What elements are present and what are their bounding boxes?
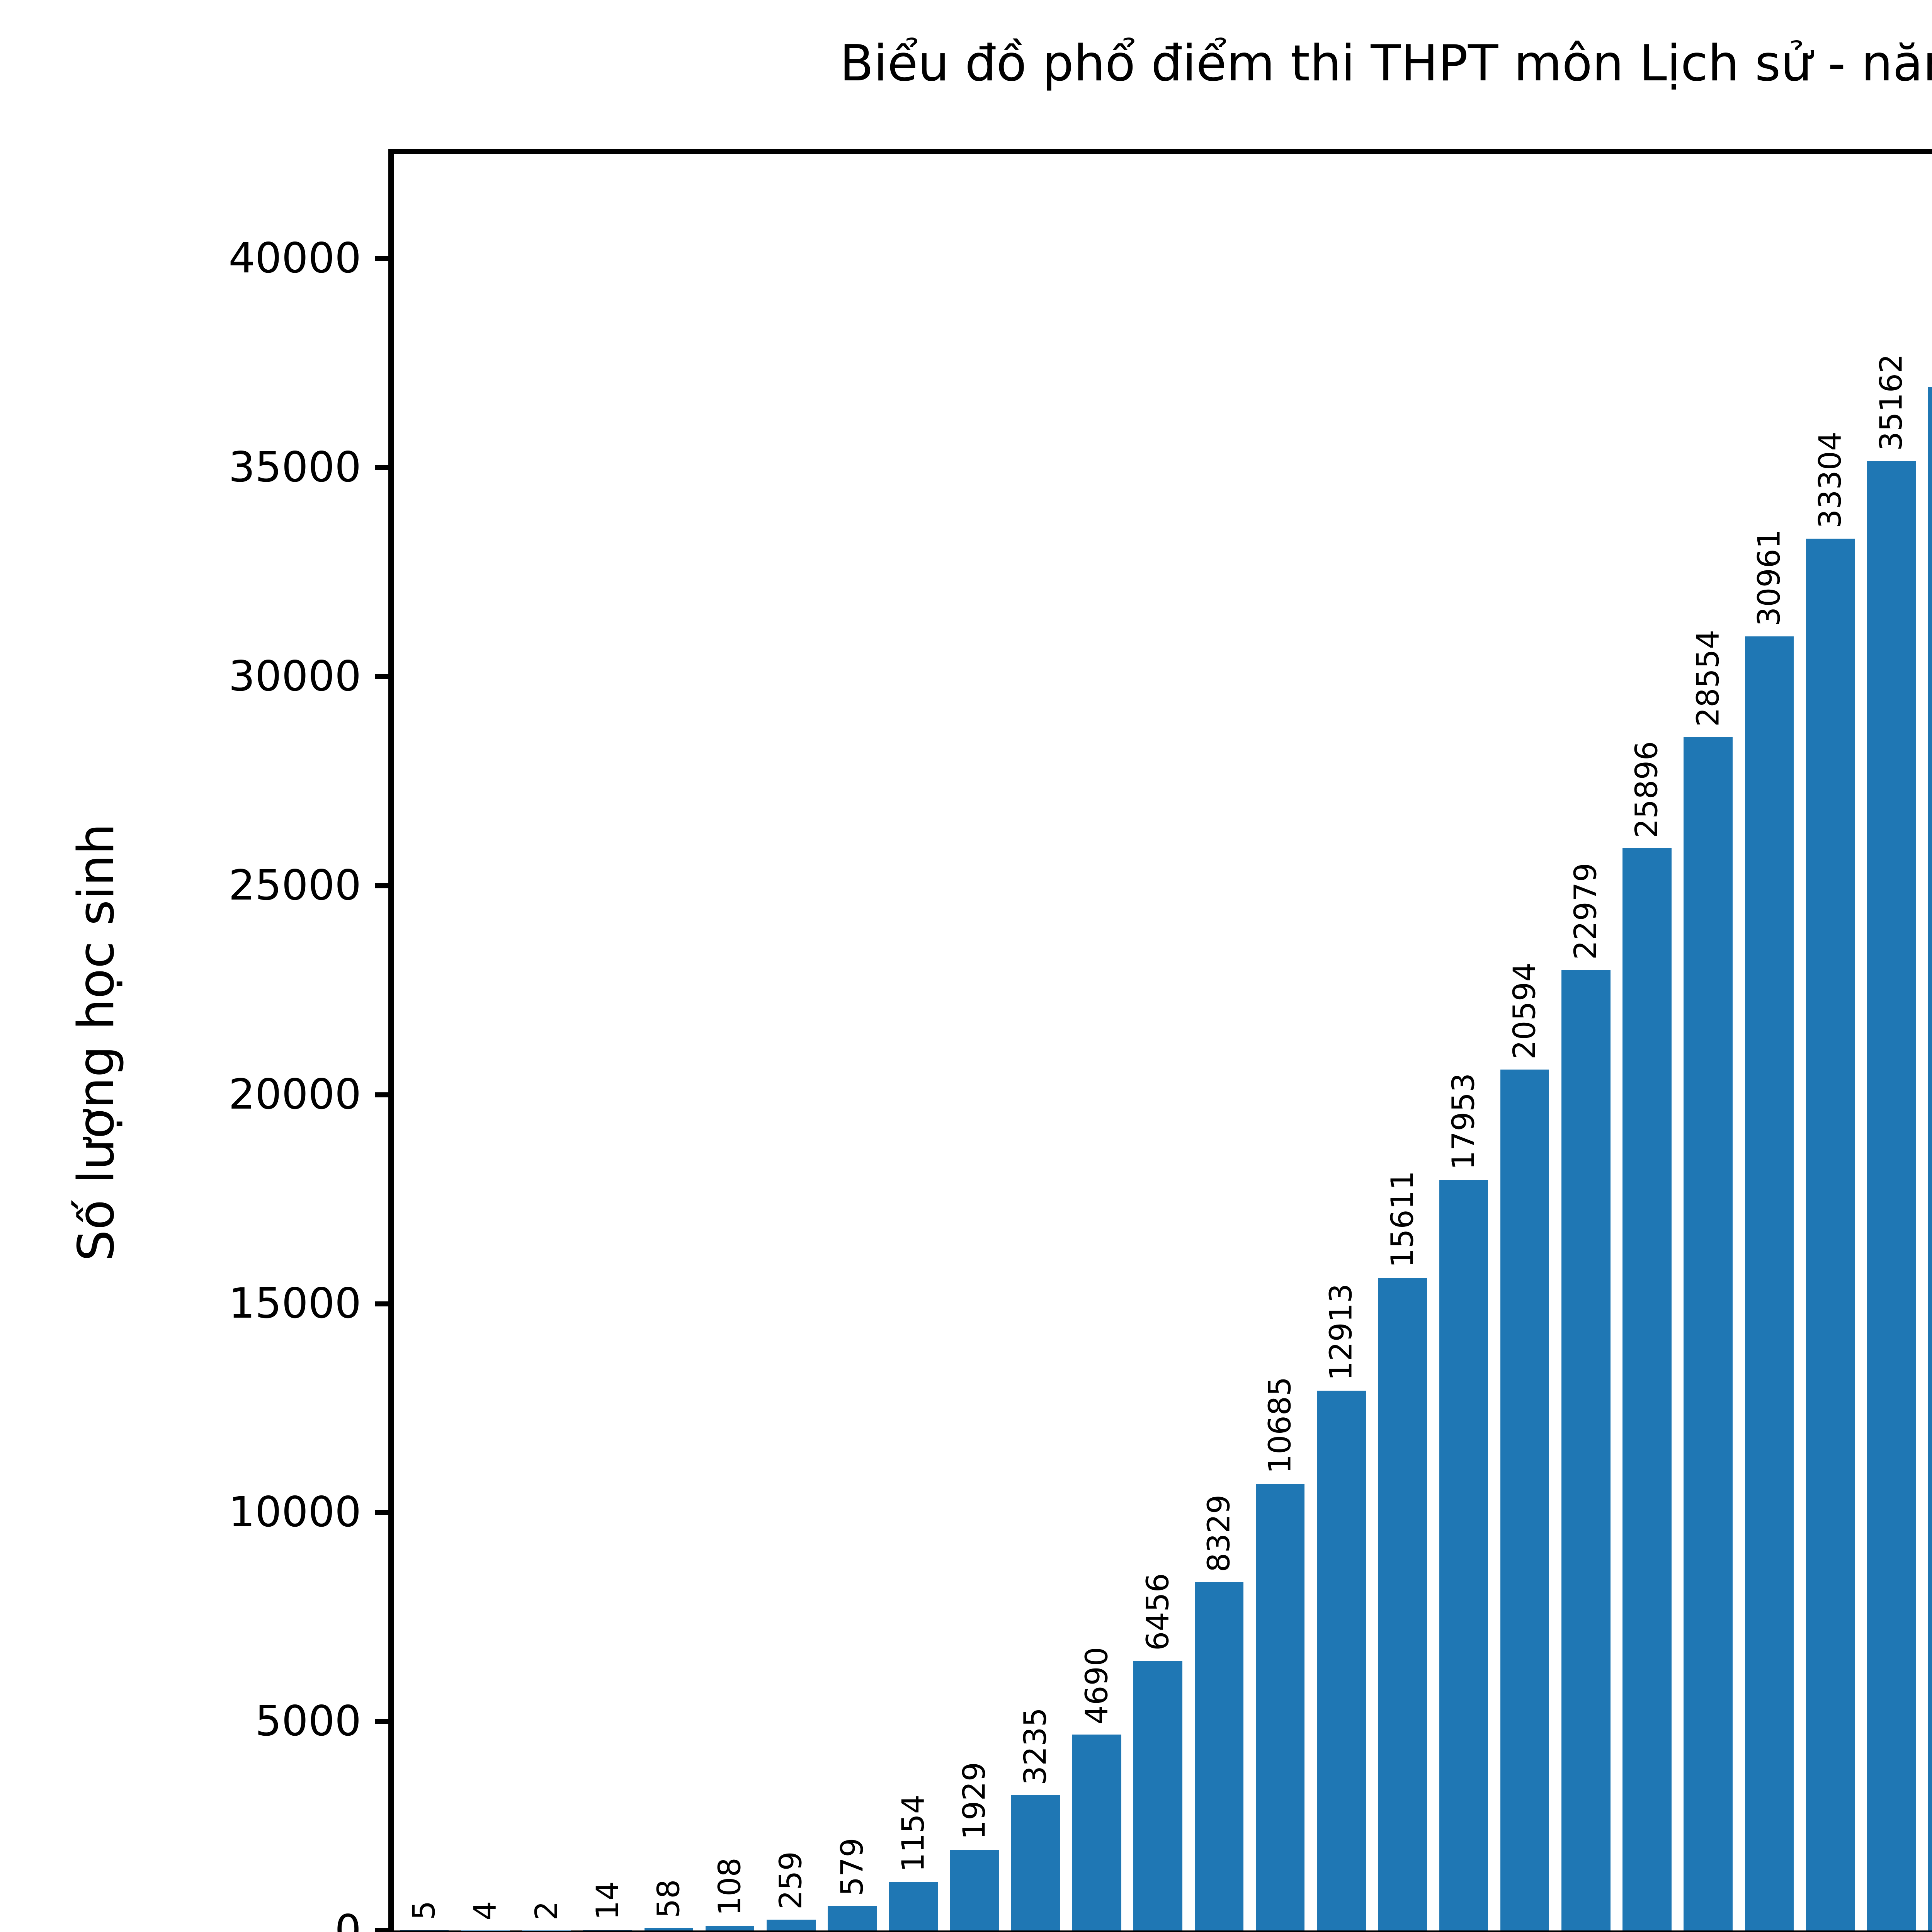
y-axis-tick bbox=[375, 1719, 388, 1725]
bar[interactable] bbox=[1867, 461, 1916, 1930]
bar-group: 17953 bbox=[1439, 154, 1488, 1930]
y-axis-tick bbox=[375, 883, 388, 888]
bar-value-label: 33304 bbox=[1812, 431, 1848, 529]
bar[interactable] bbox=[889, 1882, 938, 1930]
bar-group: 12913 bbox=[1317, 154, 1366, 1930]
bar[interactable] bbox=[1255, 1484, 1305, 1930]
bar-value-label: 14 bbox=[590, 1881, 626, 1920]
bar[interactable] bbox=[1500, 1070, 1549, 1930]
bar-group: 14 bbox=[583, 154, 633, 1931]
bar[interactable] bbox=[583, 1930, 632, 1931]
bar-group: 6456 bbox=[1133, 154, 1183, 1930]
chart-title: Biểu đồ phổ điểm thi THPT môn Lịch sử - … bbox=[840, 35, 1932, 92]
bar[interactable] bbox=[1317, 1391, 1366, 1930]
bar-group: 35162 bbox=[1867, 154, 1916, 1930]
bar-group: 15611 bbox=[1378, 154, 1427, 1930]
bar-group: 579 bbox=[828, 154, 877, 1930]
y-axis-tick-label: 10000 bbox=[228, 1488, 361, 1537]
bar-group: 25896 bbox=[1622, 154, 1672, 1930]
bar[interactable] bbox=[950, 1850, 999, 1930]
bar-value-label: 17953 bbox=[1446, 1073, 1481, 1170]
bar[interactable] bbox=[1133, 1660, 1183, 1930]
bar-value-label: 259 bbox=[773, 1851, 809, 1910]
y-axis-tick bbox=[375, 465, 388, 471]
bar-value-label: 15611 bbox=[1384, 1171, 1420, 1268]
bar-group: 36931 bbox=[1928, 154, 1932, 1930]
bar-value-label: 4690 bbox=[1079, 1646, 1115, 1725]
bar-group: 1154 bbox=[889, 154, 938, 1930]
y-axis-label: Số lượng học sinh bbox=[68, 823, 125, 1262]
bar-value-label: 3235 bbox=[1017, 1708, 1053, 1786]
bar[interactable] bbox=[1011, 1795, 1060, 1930]
bar-value-label: 1154 bbox=[895, 1794, 931, 1872]
y-axis-tick bbox=[375, 256, 388, 262]
bar-group: 3235 bbox=[1011, 154, 1060, 1930]
bar-group: 28554 bbox=[1684, 154, 1733, 1930]
y-axis-tick bbox=[375, 1301, 388, 1306]
bar-group: 10685 bbox=[1255, 154, 1305, 1930]
bar-value-label: 5 bbox=[406, 1901, 442, 1920]
bar-value-label: 4 bbox=[467, 1901, 503, 1920]
bar-group: 30961 bbox=[1745, 154, 1794, 1930]
bar[interactable] bbox=[1928, 387, 1932, 1930]
bar-group: 259 bbox=[767, 154, 816, 1930]
bar-value-label: 2 bbox=[529, 1901, 565, 1920]
bar-group: 4690 bbox=[1072, 154, 1121, 1930]
bar-group: 58 bbox=[644, 154, 694, 1930]
bar[interactable] bbox=[644, 1928, 694, 1930]
y-axis-tick-label: 20000 bbox=[228, 1070, 361, 1119]
bar-value-label: 28554 bbox=[1690, 630, 1726, 727]
bar-group: 33304 bbox=[1806, 154, 1855, 1930]
bar[interactable] bbox=[1439, 1180, 1488, 1930]
bar-group: 1929 bbox=[950, 154, 999, 1930]
bar[interactable] bbox=[705, 1926, 755, 1930]
bar-group: 4 bbox=[461, 154, 510, 1930]
y-axis-tick bbox=[375, 1928, 388, 1932]
bar[interactable] bbox=[1194, 1582, 1244, 1930]
bar[interactable] bbox=[1072, 1734, 1121, 1930]
bar[interactable] bbox=[1806, 538, 1855, 1930]
bars-layer: 5 4 2 14 58 108 259 579 1154 1929 3235 4690 6456 8329… bbox=[394, 154, 1932, 1930]
y-axis-tick-label: 25000 bbox=[228, 861, 361, 910]
bar-value-label: 35162 bbox=[1873, 354, 1909, 451]
bar-value-label: 579 bbox=[834, 1838, 870, 1896]
bar-group: 20594 bbox=[1500, 154, 1549, 1930]
bar-value-label: 20594 bbox=[1507, 963, 1543, 1060]
bar-group: 108 bbox=[705, 154, 755, 1930]
bar-value-label: 58 bbox=[651, 1879, 687, 1918]
bar[interactable] bbox=[1745, 636, 1794, 1930]
y-axis-tick-label: 15000 bbox=[228, 1279, 361, 1328]
bar-value-label: 1929 bbox=[956, 1762, 992, 1840]
y-axis-tick bbox=[375, 674, 388, 680]
bar-value-label: 25896 bbox=[1629, 741, 1665, 838]
plot-area: 5 4 2 14 58 108 259 579 1154 1929 3235 4690 6456 8329… bbox=[388, 149, 1932, 1932]
bar-value-label: 6456 bbox=[1140, 1573, 1176, 1651]
bar-value-label: 108 bbox=[712, 1857, 748, 1916]
bar-value-label: 10685 bbox=[1262, 1376, 1298, 1474]
y-axis-tick-label: 35000 bbox=[228, 443, 361, 492]
bar-group: 5 bbox=[400, 154, 449, 1930]
bar[interactable] bbox=[1378, 1278, 1427, 1930]
bar[interactable] bbox=[1622, 848, 1672, 1930]
y-axis-tick bbox=[375, 1092, 388, 1097]
bar-group: 22979 bbox=[1561, 154, 1611, 1930]
y-axis-tick bbox=[375, 1510, 388, 1515]
bar[interactable] bbox=[767, 1920, 816, 1930]
bar-value-label: 22979 bbox=[1568, 863, 1604, 960]
bar[interactable] bbox=[828, 1906, 877, 1930]
bar-group: 2 bbox=[522, 154, 571, 1930]
y-axis-tick-label: 40000 bbox=[228, 234, 361, 283]
y-axis-tick-label: 30000 bbox=[228, 652, 361, 701]
bar-value-label: 12913 bbox=[1323, 1283, 1359, 1381]
y-axis-tick-label: 5000 bbox=[255, 1697, 361, 1746]
bar-group: 8329 bbox=[1194, 154, 1244, 1930]
bar[interactable] bbox=[1561, 970, 1611, 1930]
bar-value-label: 30961 bbox=[1751, 529, 1787, 627]
bar[interactable] bbox=[1684, 737, 1733, 1930]
bar-value-label: 8329 bbox=[1201, 1495, 1237, 1573]
y-axis-tick-label: 0 bbox=[335, 1906, 361, 1932]
